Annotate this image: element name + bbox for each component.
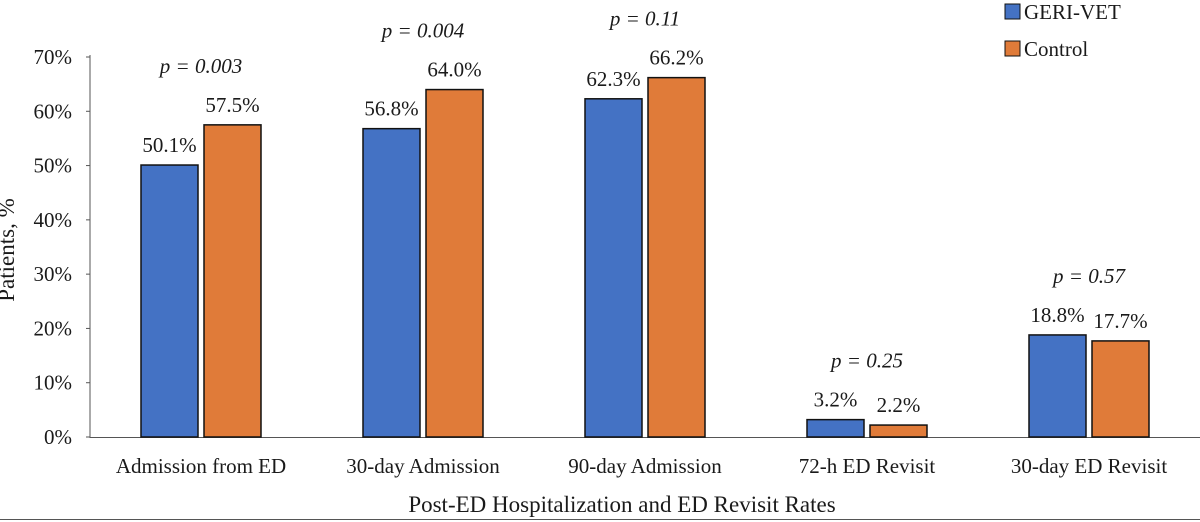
data-label-geri-vet-90-day-admission: 62.3% [586,67,640,91]
category-label-30-day-ed-revisit: 30-day ED Revisit [1011,454,1167,478]
y-tick-label-4: 40% [34,208,73,232]
category-label-admission-from-ed: Admission from ED [116,454,286,478]
p-value-90-day-admission: p = 0.11 [608,7,680,31]
bar-control-admission-from-ed [203,124,262,438]
p-value-30-day-ed-revisit: p = 0.57 [1051,264,1126,288]
bar-geri-vet-30-day-ed-revisit [1028,334,1087,438]
legend-swatch-control [1004,40,1021,57]
data-labels: 50.1% 57.5% 56.8% 64.0% 62.3% 66.2% 3.2% 2.2% 18… [142,46,1147,417]
y-tick-label-7: 70% [34,45,73,69]
data-label-geri-vet-72-h-ed-revisit: 3.2% [814,388,858,412]
x-axis-title: Post-ED Hospitalization and ED Revisit R… [408,492,835,517]
category-label-72-h-ed-revisit: 72-h ED Revisit [799,454,936,478]
data-label-control-72-h-ed-revisit: 2.2% [877,393,921,417]
legend-swatch-geri-vet [1004,3,1021,20]
category-labels: Admission from ED 30-day Admission 90-day … [116,454,1167,478]
data-label-control-30-day-ed-revisit: 17.7% [1093,309,1147,333]
p-value-30-day-admission: p = 0.004 [380,19,465,43]
data-label-control-30-day-admission: 64.0% [427,58,481,82]
bars [140,76,1150,438]
p-values: p = 0.003 p = 0.004 p = 0.11 p = 0.25 p = 0.… [158,7,1127,373]
legend-label-geri-vet: GERI-VET [1024,0,1121,24]
y-tick-label-2: 20% [34,316,73,340]
data-label-geri-vet-admission-from-ed: 50.1% [142,133,196,157]
legend: GERI-VET Control [1004,0,1121,61]
y-tick-label-1: 10% [34,371,73,395]
data-label-geri-vet-30-day-ed-revisit: 18.8% [1030,303,1084,327]
bar-control-90-day-admission [647,76,706,438]
data-label-control-90-day-admission: 66.2% [649,46,703,70]
bar-geri-vet-admission-from-ed [140,164,199,438]
bar-control-30-day-ed-revisit [1091,340,1150,438]
bar-geri-vet-30-day-admission [362,127,421,438]
legend-label-control: Control [1024,37,1088,61]
p-value-72-h-ed-revisit: p = 0.25 [829,349,903,373]
bar-control-30-day-admission [425,88,484,438]
y-tick-label-3: 30% [34,262,73,286]
y-tick-label-6: 60% [34,99,73,123]
bar-geri-vet-72-h-ed-revisit [806,418,865,438]
data-label-control-admission-from-ed: 57.5% [205,93,259,117]
y-tick-label-5: 50% [34,154,73,178]
bar-geri-vet-90-day-admission [584,98,643,438]
p-value-admission-from-ed: p = 0.003 [158,54,242,78]
y-ticks: 0% 10% 20% 30% 40% 50% 60% 70% [34,45,90,449]
bar-control-72-h-ed-revisit [869,424,928,438]
data-label-geri-vet-30-day-admission: 56.8% [364,97,418,121]
y-tick-label-0: 0% [44,425,72,449]
y-axis-title: Patients, % [0,198,19,302]
category-label-90-day-admission: 90-day Admission [568,454,722,478]
category-label-30-day-admission: 30-day Admission [346,454,500,478]
